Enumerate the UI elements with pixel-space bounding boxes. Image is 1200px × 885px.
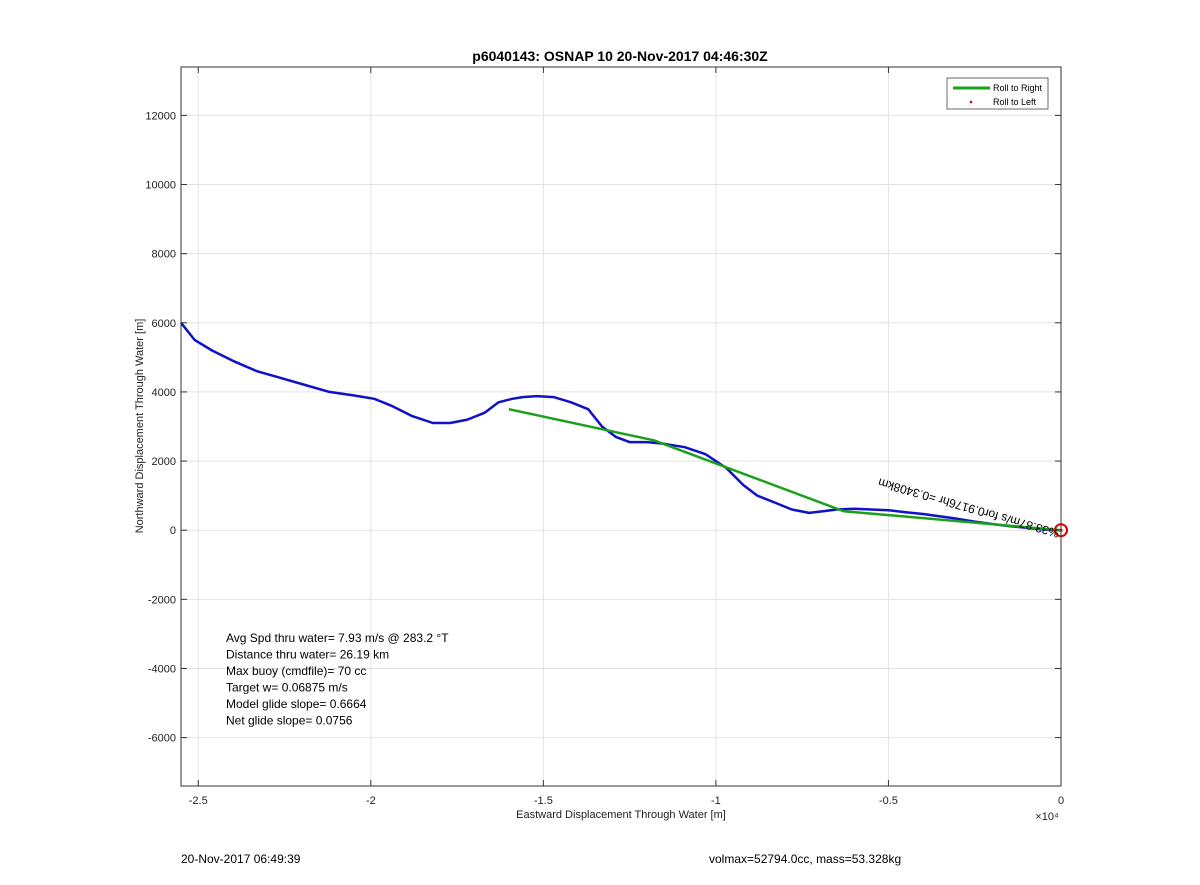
y-tick-label: 10000: [145, 180, 176, 192]
stats-notes: Avg Spd thru water= 7.93 m/s @ 283.2 °T D…: [226, 631, 449, 728]
y-tick-label: 12000: [145, 110, 176, 122]
legend: Roll to Right Roll to Left: [946, 77, 1049, 110]
y-axis-label: Northward Displacement Through Water [m]: [134, 319, 146, 534]
x-axis-ticks: -2.5 -2 -1.5 -1 -0.5 0: [189, 67, 1064, 807]
x-axis-label: Eastward Displacement Through Water [m]: [516, 809, 726, 821]
x-tick-label: -0.5: [879, 795, 898, 807]
legend-swatch-roll-left: [969, 100, 973, 104]
y-tick-label: -6000: [148, 733, 176, 745]
stats-note-line: Target w= 0.06875 m/s: [226, 681, 348, 695]
stats-note-line: Max buoy (cmdfile)= 70 cc: [226, 664, 366, 678]
stats-note-line: Avg Spd thru water= 7.93 m/s @ 283.2 °T: [226, 631, 449, 645]
footer-mass-info: volmax=52794.0cc, mass=53.328kg: [709, 852, 902, 866]
stats-note-line: Distance thru water= 26.19 km: [226, 648, 389, 662]
y-tick-label: 2000: [152, 456, 176, 468]
plot-area: [181, 67, 1061, 786]
series-line-roll-right: [508, 407, 1062, 532]
series-line-track: [180, 322, 1062, 532]
legend-label-roll-left: Roll to Left: [993, 97, 1037, 107]
legend-label-roll-right: Roll to Right: [993, 83, 1043, 93]
y-tick-label: 8000: [152, 249, 176, 261]
legend-box: [946, 77, 1049, 110]
y-tick-label: 0: [170, 525, 176, 537]
stats-note-line: Net glide slope= 0.0756: [226, 714, 353, 728]
y-axis-ticks: -6000 -4000 -2000 0 2000 4000 6000 8000 10000 120…: [145, 110, 1061, 745]
x-tick-label: -1: [711, 795, 721, 807]
plot-frame: [180, 66, 1062, 787]
x-tick-label: 0: [1058, 795, 1064, 807]
stats-note-line: Model glide slope= 0.6664: [226, 697, 367, 711]
y-tick-label: 4000: [152, 387, 176, 399]
x-axis-exponent: ×10⁴: [1035, 811, 1059, 823]
x-tick-label: -2.5: [189, 795, 208, 807]
x-tick-label: -2: [366, 795, 376, 807]
chart-title: p6040143: OSNAP 10 20-Nov-2017 04:46:30Z: [472, 48, 768, 64]
y-tick-label: -2000: [148, 594, 176, 606]
x-tick-label: -1.5: [534, 795, 553, 807]
y-tick-label: -4000: [148, 663, 176, 675]
footer-timestamp: 20-Nov-2017 06:49:39: [181, 852, 301, 866]
y-tick-label: 6000: [152, 318, 176, 330]
